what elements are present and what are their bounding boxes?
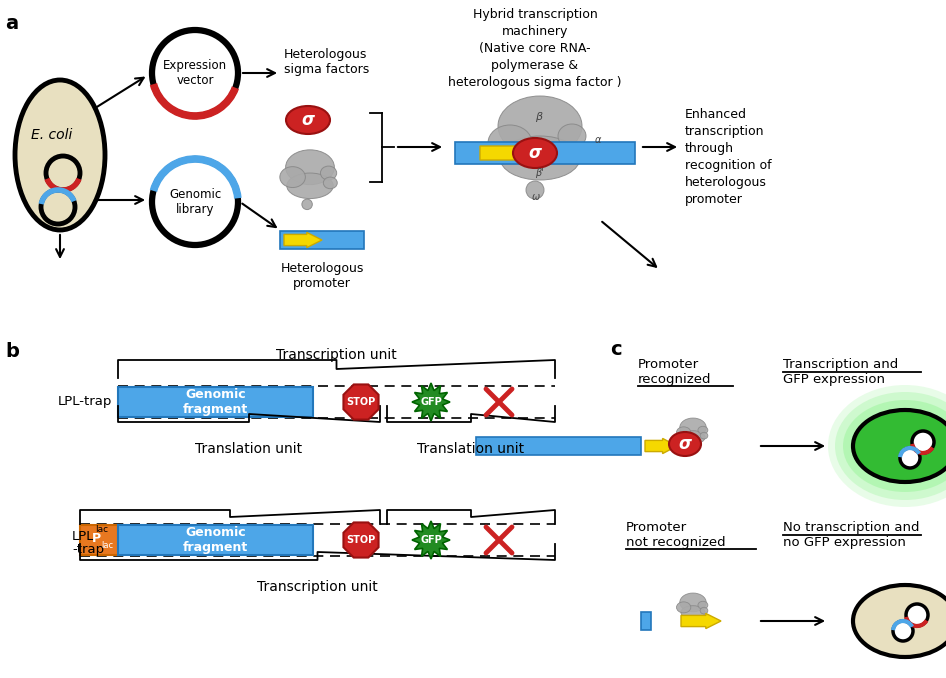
Bar <box>80 525 118 555</box>
Ellipse shape <box>558 124 586 148</box>
Text: Enhanced
transcription
through
recognition of
heterologous
promoter: Enhanced transcription through recogniti… <box>685 108 772 206</box>
Ellipse shape <box>698 426 708 434</box>
Text: Genomic
fragment: Genomic fragment <box>183 526 248 554</box>
Text: α: α <box>595 135 602 145</box>
Text: Transcription unit: Transcription unit <box>257 580 377 594</box>
Text: LPL: LPL <box>72 530 95 544</box>
Ellipse shape <box>302 199 312 210</box>
Text: Transcription and
GFP expression: Transcription and GFP expression <box>783 358 899 386</box>
Ellipse shape <box>500 136 580 180</box>
Circle shape <box>906 604 928 626</box>
Ellipse shape <box>324 177 338 188</box>
Ellipse shape <box>688 618 694 624</box>
Text: -trap: -trap <box>72 542 104 555</box>
Text: Translation unit: Translation unit <box>196 442 303 456</box>
Ellipse shape <box>321 166 337 180</box>
Text: P: P <box>92 532 100 544</box>
Bar <box>118 525 313 555</box>
Ellipse shape <box>676 602 691 613</box>
Ellipse shape <box>280 167 306 188</box>
Ellipse shape <box>498 96 582 156</box>
Circle shape <box>46 156 80 190</box>
Text: GFP: GFP <box>420 535 442 545</box>
FancyArrow shape <box>284 233 322 247</box>
Text: No transcription and
no GFP expression: No transcription and no GFP expression <box>783 521 920 549</box>
Text: c: c <box>610 340 622 359</box>
Text: STOP: STOP <box>346 535 376 545</box>
FancyArrow shape <box>681 614 721 629</box>
Text: b: b <box>5 342 19 361</box>
Ellipse shape <box>698 601 708 609</box>
Text: STOP: STOP <box>346 397 376 407</box>
Ellipse shape <box>853 585 946 657</box>
Circle shape <box>152 30 238 116</box>
Text: Expression
vector: Expression vector <box>163 59 227 87</box>
Text: Transcription unit: Transcription unit <box>276 348 397 362</box>
Ellipse shape <box>680 418 707 437</box>
Ellipse shape <box>676 427 691 438</box>
Ellipse shape <box>700 433 708 439</box>
Text: LPL-trap: LPL-trap <box>58 395 112 409</box>
Circle shape <box>900 448 920 468</box>
Text: Hybrid transcription
machinery
(Native core RNA-
polymerase &
heterologous sigma: Hybrid transcription machinery (Native c… <box>448 8 622 89</box>
Circle shape <box>152 159 238 245</box>
Text: Heterologous
sigma factors: Heterologous sigma factors <box>284 48 369 76</box>
Ellipse shape <box>286 106 330 134</box>
Text: σ: σ <box>529 144 541 162</box>
Ellipse shape <box>843 400 946 492</box>
Polygon shape <box>343 384 378 420</box>
Ellipse shape <box>286 150 334 184</box>
Text: E. coli: E. coli <box>31 128 73 142</box>
Polygon shape <box>343 523 378 557</box>
Text: Heterologous
promoter: Heterologous promoter <box>280 262 363 290</box>
Ellipse shape <box>681 431 705 444</box>
Ellipse shape <box>828 385 946 507</box>
Bar <box>476 437 641 455</box>
Ellipse shape <box>287 173 333 199</box>
Circle shape <box>893 621 913 641</box>
Text: lac: lac <box>101 540 114 549</box>
Ellipse shape <box>681 605 705 619</box>
FancyArrow shape <box>645 439 677 454</box>
Text: Translation unit: Translation unit <box>417 442 525 456</box>
Ellipse shape <box>669 432 701 456</box>
Circle shape <box>41 190 75 224</box>
Ellipse shape <box>853 410 946 482</box>
Text: β: β <box>535 112 542 122</box>
Ellipse shape <box>15 80 105 230</box>
Text: GFP: GFP <box>420 397 442 407</box>
Text: σ: σ <box>302 111 314 129</box>
Text: β': β' <box>535 168 544 178</box>
Text: Promoter
recognized: Promoter recognized <box>638 358 711 386</box>
Bar <box>455 142 635 164</box>
Text: Genomic
fragment: Genomic fragment <box>183 388 248 416</box>
Text: lac: lac <box>95 525 108 534</box>
Text: Promoter
not recognized: Promoter not recognized <box>626 521 726 549</box>
Ellipse shape <box>680 593 707 612</box>
Bar <box>280 231 364 249</box>
FancyArrow shape <box>480 144 540 163</box>
Circle shape <box>912 431 934 453</box>
Bar <box>118 387 313 417</box>
Ellipse shape <box>835 392 946 500</box>
Text: σ: σ <box>678 435 692 453</box>
Ellipse shape <box>526 181 544 199</box>
Bar <box>641 612 651 630</box>
Polygon shape <box>412 383 450 421</box>
Ellipse shape <box>700 607 708 614</box>
Text: ω: ω <box>532 192 540 202</box>
Text: Genomic
library: Genomic library <box>169 188 221 216</box>
Ellipse shape <box>688 443 694 450</box>
Polygon shape <box>412 521 450 559</box>
Ellipse shape <box>563 143 587 163</box>
Text: a: a <box>5 14 18 33</box>
Ellipse shape <box>488 125 532 161</box>
Ellipse shape <box>513 138 557 168</box>
